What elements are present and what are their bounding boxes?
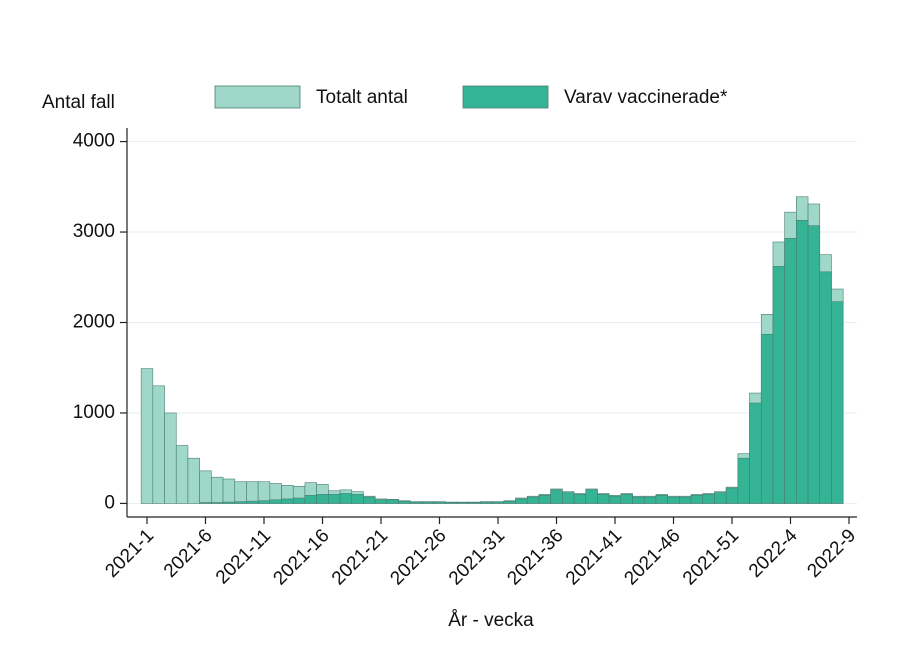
x-tick-label: 2021-1 <box>101 525 158 582</box>
bar <box>246 500 259 504</box>
bar <box>339 493 353 504</box>
bar <box>503 500 516 504</box>
bar <box>620 494 633 504</box>
x-tick-label: 2021-16 <box>269 525 333 589</box>
bar <box>421 501 434 504</box>
bar <box>445 502 458 504</box>
y-tick-label: 2000 <box>73 312 115 333</box>
x-axis-title: År - vecka <box>448 610 534 631</box>
legend-swatch <box>462 85 549 109</box>
bar <box>737 457 750 504</box>
x-tick-label: 2022-9 <box>803 525 860 582</box>
y-tick-label: 4000 <box>73 131 115 152</box>
bar <box>316 494 329 504</box>
y-tick-label: 1000 <box>73 402 115 423</box>
bar <box>140 368 154 504</box>
bar <box>211 476 224 504</box>
bar <box>550 489 563 504</box>
bar <box>760 333 774 504</box>
legend-label: Varav vaccinerade* <box>564 87 728 108</box>
bar <box>152 385 165 504</box>
x-tick-label: 2022-4 <box>745 525 802 582</box>
bar <box>257 481 271 504</box>
bar <box>374 499 388 504</box>
x-tick-label: 2021-36 <box>503 525 567 589</box>
bar <box>725 487 739 504</box>
bar <box>632 496 645 504</box>
y-tick-label: 0 <box>104 492 115 513</box>
bar <box>164 412 177 504</box>
bar <box>538 494 551 504</box>
bar <box>175 445 189 504</box>
x-tick-label: 2021-6 <box>160 525 217 582</box>
bar <box>819 271 832 504</box>
bar <box>398 500 411 504</box>
bar <box>351 494 364 504</box>
bar <box>491 501 505 504</box>
bar <box>234 481 247 504</box>
bar <box>468 502 481 504</box>
bar <box>515 498 528 504</box>
bar <box>831 301 844 504</box>
legend-label: Totalt antal <box>316 87 408 108</box>
bar <box>526 496 540 504</box>
bar <box>702 494 715 504</box>
bar <box>714 492 727 504</box>
bar <box>784 238 797 504</box>
bar <box>269 499 282 504</box>
bar <box>480 501 493 504</box>
bar <box>772 266 785 504</box>
bar <box>433 501 446 504</box>
bar <box>409 501 423 504</box>
bar <box>573 494 587 504</box>
bar <box>246 481 259 504</box>
x-tick-label: 2021-31 <box>445 525 509 589</box>
x-tick-label: 2021-26 <box>386 525 450 589</box>
bar <box>796 219 809 504</box>
x-tick-label: 2021-21 <box>328 525 392 589</box>
bar <box>222 478 236 504</box>
bar <box>292 497 306 504</box>
bar <box>749 402 762 504</box>
bar <box>211 502 224 504</box>
bar <box>187 457 200 504</box>
bar <box>597 494 610 504</box>
bar <box>328 494 341 504</box>
bar <box>304 494 317 504</box>
x-tick-label: 2021-51 <box>679 525 743 589</box>
bar <box>199 502 212 504</box>
bar <box>199 470 212 504</box>
bar <box>655 494 668 504</box>
bar <box>807 225 821 504</box>
bar <box>643 496 657 504</box>
bar <box>456 502 470 504</box>
bar <box>667 496 680 504</box>
bar <box>281 498 294 504</box>
bar <box>585 489 598 504</box>
bar <box>386 499 399 504</box>
y-tick-label: 3000 <box>73 221 115 242</box>
bar <box>690 494 704 504</box>
bar <box>363 496 376 504</box>
x-tick-label: 2021-41 <box>562 525 626 589</box>
x-tick-label: 2021-46 <box>620 525 684 589</box>
legend-swatch <box>214 85 301 109</box>
bar <box>222 501 236 504</box>
x-tick-label: 2021-11 <box>212 525 275 588</box>
bar <box>562 492 575 504</box>
y-axis-title: Antal fall <box>42 92 115 113</box>
bar <box>608 495 622 504</box>
bar <box>679 496 692 504</box>
bar <box>234 501 247 504</box>
bar <box>257 500 271 504</box>
